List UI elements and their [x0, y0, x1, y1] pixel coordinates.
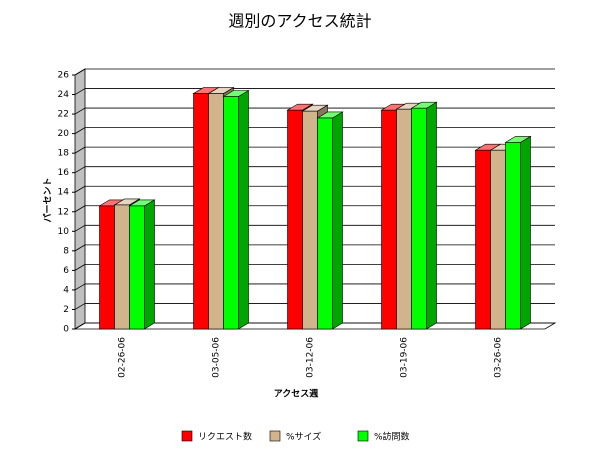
- bar-side: [332, 111, 343, 330]
- bar-group: [286, 103, 344, 330]
- y-tick-label: 6: [63, 266, 69, 276]
- y-tick-label: 0: [63, 325, 69, 335]
- legend-label: リクエスト数: [198, 431, 252, 443]
- x-tick-label: 03-12-06: [306, 337, 316, 378]
- bar: [381, 109, 397, 330]
- bar: [193, 93, 209, 330]
- bar: [317, 117, 333, 330]
- y-tick-label: 14: [58, 188, 70, 198]
- wall-line: [74, 166, 86, 174]
- bar: [490, 149, 506, 330]
- wall-line: [74, 205, 86, 213]
- bar: [302, 110, 318, 330]
- legend-label: %訪問数: [374, 431, 410, 443]
- bar-side: [520, 135, 531, 330]
- x-axis-label: アクセス週: [274, 389, 320, 400]
- bar-group: [474, 135, 532, 330]
- wall-line: [74, 68, 86, 76]
- wall-line: [74, 283, 86, 291]
- x-tick-label: 03-26-06: [494, 337, 504, 378]
- y-tick-label: 24: [58, 90, 70, 100]
- bar: [223, 96, 239, 330]
- bar-side: [238, 89, 249, 330]
- bar-side: [426, 101, 437, 330]
- y-tick-label: 10: [58, 227, 70, 237]
- y-tick-label: 20: [58, 129, 70, 139]
- wall-line: [74, 303, 86, 310]
- y-tick-label: 18: [58, 149, 70, 159]
- bar: [396, 108, 412, 330]
- legend-swatch: [269, 430, 281, 442]
- y-tick-label: 26: [58, 71, 70, 81]
- bar: [411, 107, 427, 330]
- y-tick-label: 12: [58, 207, 69, 217]
- y-tick-label: 22: [58, 110, 69, 120]
- bar-group: [192, 87, 250, 330]
- y-tick-label: 4: [63, 285, 69, 295]
- wall-line: [74, 224, 86, 232]
- bar-group: [380, 101, 438, 330]
- bar-group: [98, 198, 156, 330]
- bar: [505, 142, 521, 330]
- chart-title: 週別のアクセス統計: [228, 12, 371, 31]
- wall-line: [74, 244, 86, 252]
- y-tick-label: 8: [63, 246, 69, 256]
- left-wall: [74, 68, 86, 330]
- bar: [114, 204, 130, 330]
- wall-line: [74, 185, 86, 193]
- legend-swatch: [357, 430, 369, 442]
- legend-swatch: [181, 430, 193, 442]
- bar: [99, 205, 115, 330]
- y-axis-label: パーセント: [42, 177, 54, 222]
- y-tick-label: 2: [63, 305, 69, 315]
- bar: [287, 109, 303, 330]
- x-tick-label: 02-26-06: [118, 337, 128, 378]
- wall-line: [74, 127, 86, 134]
- x-tick-label: 03-05-06: [212, 337, 222, 378]
- wall-line: [74, 88, 86, 95]
- wall-line: [74, 146, 86, 154]
- bar-side: [144, 199, 155, 330]
- bar: [129, 205, 145, 330]
- bar: [208, 93, 224, 330]
- y-tick-label: 16: [58, 168, 70, 178]
- wall-line: [74, 322, 86, 330]
- x-tick-label: 03-19-06: [400, 337, 410, 378]
- legend-label: %サイズ: [286, 431, 321, 443]
- bar: [475, 149, 491, 330]
- wall-line: [74, 107, 86, 115]
- wall-line: [74, 264, 86, 271]
